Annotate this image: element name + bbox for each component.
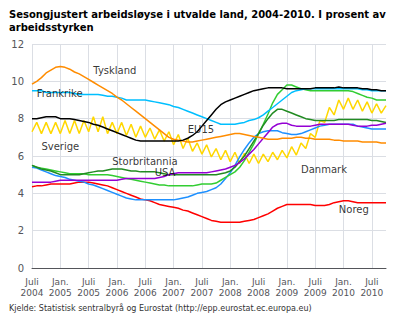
svg-text:2009: 2009 [275,288,298,298]
svg-text:USA: USA [155,167,176,178]
svg-text:2008: 2008 [219,288,242,298]
svg-text:6: 6 [18,151,24,162]
svg-text:Juli: Juli [194,277,208,287]
svg-text:Noreg: Noreg [339,204,369,215]
svg-text:2006: 2006 [134,288,157,298]
svg-text:Sesongjustert arbeidsløyse i u: Sesongjustert arbeidsløyse i utvalde lan… [9,9,386,20]
svg-text:Juli: Juli [24,277,38,287]
svg-text:Juli: Juli [81,277,95,287]
svg-text:Juli: Juli [364,277,378,287]
svg-text:2005: 2005 [49,288,72,298]
svg-text:Jan.: Jan. [334,277,352,287]
svg-text:2: 2 [18,225,24,236]
svg-text:2008: 2008 [247,288,270,298]
svg-text:2005: 2005 [77,288,100,298]
svg-text:Kjelde: Statistisk sentralbyrå: Kjelde: Statistisk sentralbyrå og Eurost… [9,303,312,313]
svg-text:Tyskland: Tyskland [92,65,136,76]
svg-text:2007: 2007 [162,288,185,298]
svg-text:Juli: Juli [138,277,152,287]
svg-text:Frankrike: Frankrike [37,88,83,99]
svg-text:2010: 2010 [332,288,355,298]
svg-text:2006: 2006 [106,288,129,298]
svg-text:8: 8 [18,113,24,124]
svg-text:Danmark: Danmark [301,164,347,175]
svg-text:Jan.: Jan. [51,277,69,287]
svg-text:Sverige: Sverige [41,141,79,152]
svg-text:2004: 2004 [21,288,44,298]
svg-text:arbeidsstyrken: arbeidsstyrken [9,22,94,33]
svg-text:Jan.: Jan. [278,277,296,287]
svg-text:4: 4 [18,188,24,199]
svg-text:Juli: Juli [308,277,322,287]
svg-text:0: 0 [18,263,24,274]
svg-text:12: 12 [11,39,24,50]
svg-text:2009: 2009 [304,288,327,298]
svg-text:Juli: Juli [251,277,265,287]
svg-text:Jan.: Jan. [108,277,126,287]
svg-text:2010: 2010 [360,288,383,298]
svg-text:Jan.: Jan. [221,277,239,287]
svg-text:10: 10 [11,76,24,87]
svg-text:EU15: EU15 [188,124,214,135]
svg-text:2007: 2007 [190,288,213,298]
svg-text:Jan.: Jan. [164,277,182,287]
svg-text:Storbritannia: Storbritannia [112,156,177,167]
